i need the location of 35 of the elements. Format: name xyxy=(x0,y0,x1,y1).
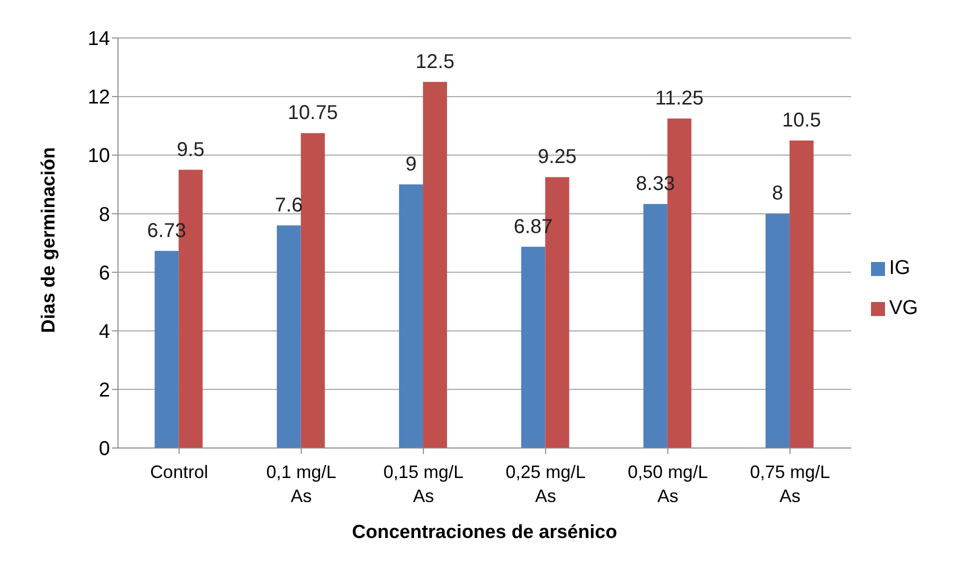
data-label: 12.5 xyxy=(416,50,454,73)
y-tick-label: 0 xyxy=(98,438,110,460)
bar xyxy=(423,82,448,448)
x-tick-label: 0,15 mg/L As xyxy=(383,462,464,506)
data-label: 8 xyxy=(772,182,784,205)
data-label: 10.75 xyxy=(288,102,338,124)
legend-label: IG xyxy=(889,257,910,279)
data-label: 9 xyxy=(405,153,417,176)
y-tick-label: 12 xyxy=(88,86,110,109)
data-label: 11.25 xyxy=(655,88,704,110)
bar xyxy=(300,133,325,448)
x-tick-label: 0,25 mg/L As xyxy=(506,462,586,506)
bar xyxy=(790,140,814,448)
data-label: 9.25 xyxy=(538,146,577,168)
x-tick-label: 0,75 mg/L As xyxy=(750,462,830,506)
y-tick-label: 10 xyxy=(88,145,110,168)
y-tick-label: 4 xyxy=(98,320,110,343)
bar xyxy=(643,204,668,448)
bar xyxy=(521,246,546,448)
bar xyxy=(154,250,179,448)
x-axis-title: Concentraciones de arsénico xyxy=(352,522,618,543)
bar xyxy=(399,184,424,448)
data-label: 9.5 xyxy=(176,138,205,161)
data-label: 10.5 xyxy=(782,110,822,132)
bar xyxy=(766,214,790,448)
y-axis-title: Dias de germinación xyxy=(38,147,60,333)
y-tick-label: 6 xyxy=(98,262,110,284)
x-tick-label: 0,50 mg/L As xyxy=(628,462,708,506)
x-tick-label: 0,1 mg/L As xyxy=(266,462,336,506)
legend-label: VG xyxy=(889,297,918,319)
y-tick-label: 8 xyxy=(98,204,110,226)
y-tick-label: 2 xyxy=(98,380,110,402)
bar xyxy=(276,225,301,448)
x-tick-label: Control xyxy=(150,462,208,482)
y-tick-label: 14 xyxy=(88,28,110,50)
